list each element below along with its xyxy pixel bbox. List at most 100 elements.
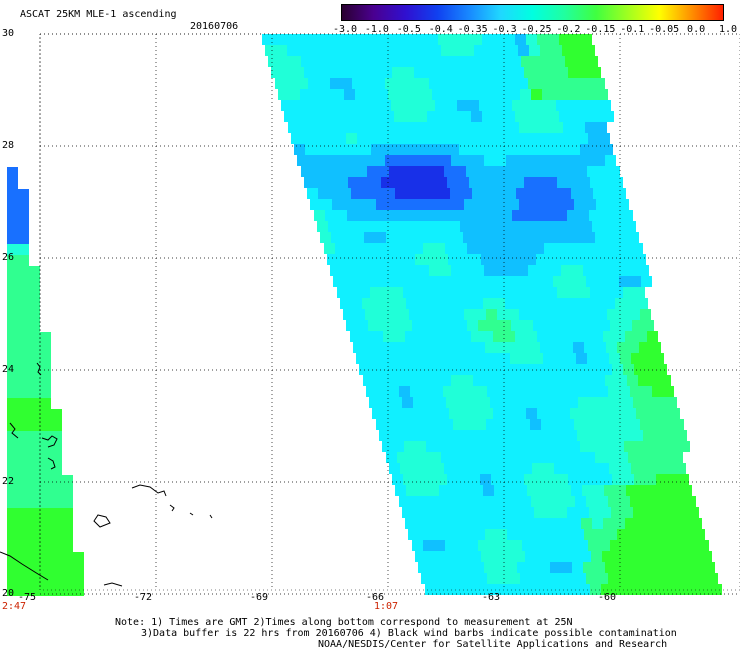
swath-cell: [404, 254, 415, 265]
swath-cell: [7, 508, 18, 519]
swath-cell: [297, 78, 308, 89]
swath-cell: [334, 56, 345, 67]
swath-cell: [547, 441, 558, 452]
swath-cell: [590, 67, 601, 78]
swath-cell: [363, 155, 374, 166]
swath-cell: [582, 485, 593, 496]
swath-cell: [471, 221, 482, 232]
swath-cell: [442, 199, 453, 210]
swath-cell: [483, 298, 494, 309]
swath-cell: [372, 34, 383, 45]
swath-cell: [412, 540, 423, 551]
swath-cell: [625, 408, 636, 419]
swath-cell: [366, 276, 377, 287]
swath-cell: [490, 100, 501, 111]
swath-cell: [7, 519, 18, 530]
swath-cell: [561, 155, 572, 166]
swath-cell: [601, 287, 612, 298]
swath-cell: [309, 45, 320, 56]
swath-cell: [7, 310, 18, 321]
swath-cell: [359, 287, 370, 298]
swath-cell: [29, 398, 40, 409]
swath-cell: [301, 56, 312, 67]
swath-cell: [606, 232, 617, 243]
swath-cell: [51, 585, 62, 596]
swath-cell: [623, 474, 634, 485]
swath-cell: [544, 430, 555, 441]
swath-cell: [488, 353, 499, 364]
swath-cell: [457, 397, 468, 408]
swath-cell: [7, 244, 18, 255]
swath-cell: [366, 386, 377, 397]
swath-cell: [449, 408, 460, 419]
swath-cell: [641, 573, 652, 584]
swath-cell: [469, 584, 480, 595]
swath-cell: [385, 265, 396, 276]
swath-cell: [448, 254, 459, 265]
swath-cell: [262, 34, 273, 45]
swath-cell: [656, 584, 667, 595]
swath-cell: [532, 463, 543, 474]
swath-cell: [518, 452, 529, 463]
note-line-3: NOAA/NESDIS/Center for Satellite Applica…: [318, 639, 668, 650]
swath-cell: [444, 353, 455, 364]
swath-cell: [487, 386, 498, 397]
colorbar: [341, 4, 724, 21]
swath-cell: [558, 144, 569, 155]
swath-cell: [468, 397, 479, 408]
swath-cell: [553, 573, 564, 584]
swath-cell: [649, 375, 660, 386]
swath-cell: [445, 133, 456, 144]
swath-cell: [375, 232, 386, 243]
swath-cell: [485, 452, 496, 463]
swath-cell: [288, 122, 299, 133]
swath-cell: [497, 419, 508, 430]
swath-cell: [409, 419, 420, 430]
swath-cell: [436, 287, 447, 298]
swath-cell: [500, 320, 511, 331]
swath-cell: [567, 210, 578, 221]
swath-cell: [535, 584, 546, 595]
swath-cell: [643, 540, 654, 551]
swath-cell: [610, 430, 621, 441]
swath-cell: [596, 309, 607, 320]
swath-cell: [18, 255, 29, 266]
swath-cell: [18, 442, 29, 453]
swath-cell: [522, 540, 533, 551]
swath-cell: [416, 408, 427, 419]
swath-cell: [513, 287, 524, 298]
swath-cell: [413, 210, 424, 221]
swath-cell: [605, 375, 616, 386]
swath-cell: [287, 45, 298, 56]
swath-cell: [395, 485, 406, 496]
swath-cell: [475, 309, 486, 320]
swath-cell: [18, 288, 29, 299]
swath-cell: [357, 320, 368, 331]
swath-cell: [571, 188, 582, 199]
swath-cell: [639, 452, 650, 463]
swath-cell: [499, 463, 510, 474]
swath-cell: [586, 573, 597, 584]
swath-cell: [579, 364, 590, 375]
swath-cell: [615, 485, 626, 496]
swath-cell: [536, 254, 547, 265]
swath-cell: [392, 364, 403, 375]
colorbar-label: -1.0: [364, 24, 389, 35]
swath-cell: [480, 177, 491, 188]
swath-cell: [396, 155, 407, 166]
swath-cell: [329, 188, 340, 199]
swath-cell: [484, 375, 495, 386]
swath-cell: [558, 551, 569, 562]
swath-cell: [540, 452, 551, 463]
swath-cell: [568, 287, 579, 298]
swath-cell: [564, 386, 575, 397]
swath-cell: [301, 166, 312, 177]
swath-cell: [368, 133, 379, 144]
swath-cell: [588, 320, 599, 331]
swath-cell: [304, 67, 315, 78]
swath-cell: [625, 221, 636, 232]
swath-cell: [561, 78, 572, 89]
swath-cell: [336, 100, 347, 111]
swath-cell: [479, 507, 490, 518]
swath-cell: [680, 518, 691, 529]
